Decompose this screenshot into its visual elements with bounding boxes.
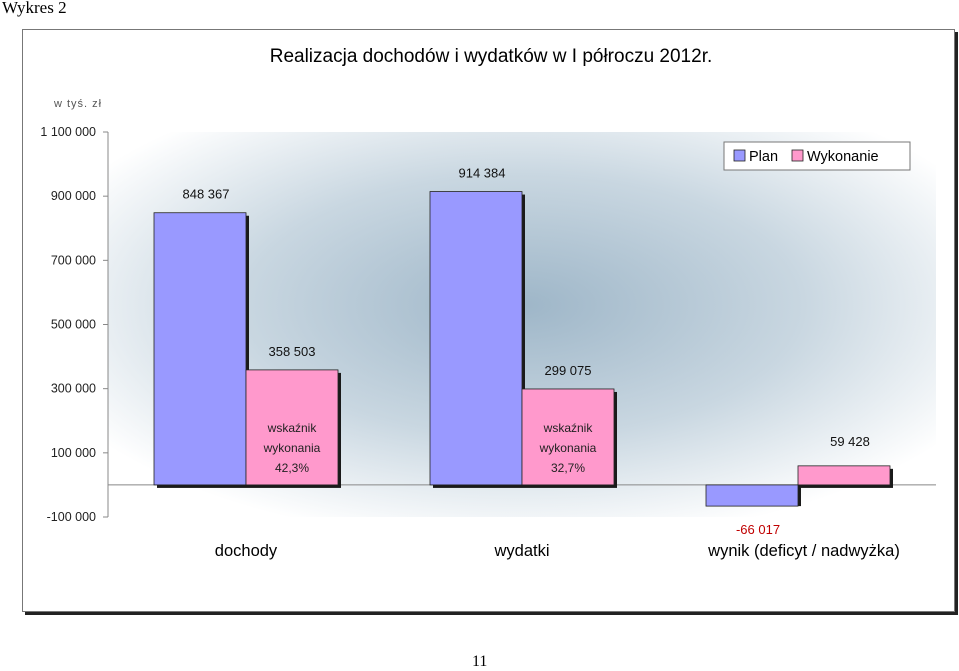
legend-label-plan: Plan [749, 149, 778, 165]
annotation-line: 42,3% [275, 461, 309, 475]
legend: Plan Wykonanie [723, 141, 911, 171]
legend-box [723, 141, 911, 171]
data-label-plan-2: 914 384 [459, 166, 506, 181]
category-label-1: dochody [215, 542, 278, 560]
bar-wykonanie-2 [521, 388, 615, 486]
y-tick-label: 100 000 [51, 446, 96, 460]
bar-plan-3 [705, 484, 799, 507]
category-label-3: wynik (deficyt / nadwyżka) [707, 542, 900, 560]
bar-plan-2 [429, 191, 523, 486]
annotation-line: 32,7% [551, 461, 585, 475]
y-axis-unit-label: w tyś. zł [53, 98, 102, 110]
category-label-2: wydatki [493, 542, 549, 560]
y-tick-label: -100 000 [47, 510, 96, 524]
page-heading: Wykres 2 [2, 0, 67, 17]
annotation-line: wskaźnik [267, 421, 318, 435]
annotation-line: wykonania [263, 441, 321, 455]
data-label-wykonanie-1: 358 503 [269, 344, 316, 359]
y-tick-label: 300 000 [51, 382, 96, 396]
bar-plan-1 [153, 212, 247, 486]
data-label-wykonanie-3: 59 428 [830, 434, 870, 449]
data-label-wykonanie-2: 299 075 [545, 363, 592, 378]
data-label-plan-1: 848 367 [183, 187, 230, 202]
page-number: 11 [472, 653, 488, 670]
legend-swatch-plan [733, 149, 746, 162]
y-tick-label: 1 100 000 [40, 125, 96, 139]
bar-wykonanie-1 [245, 369, 339, 486]
y-tick-label: 500 000 [51, 318, 96, 332]
bar-wykonanie-3 [797, 465, 891, 486]
data-label-plan-3: -66 017 [736, 522, 780, 537]
annotation-line: wykonania [539, 441, 597, 455]
legend-swatch-wykonanie [791, 149, 804, 162]
chart-title: Realizacja dochodów i wydatków w I półro… [270, 46, 713, 67]
annotation-line: wskaźnik [543, 421, 594, 435]
y-tick-label: 900 000 [51, 189, 96, 203]
legend-label-wykonanie: Wykonanie [807, 149, 879, 165]
y-tick-label: 700 000 [51, 253, 96, 267]
